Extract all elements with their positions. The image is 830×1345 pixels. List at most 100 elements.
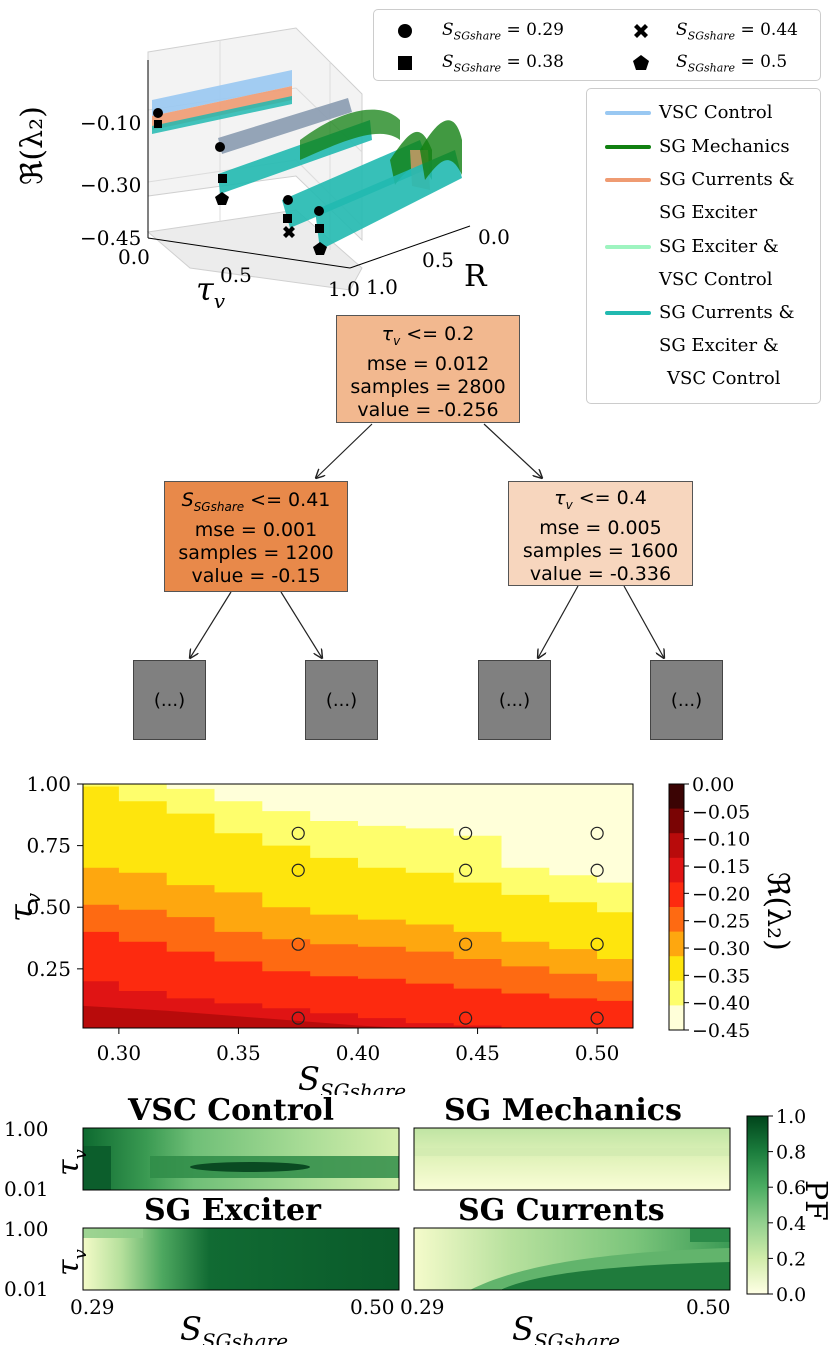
pf-title-cur: SG Currents [458,1193,665,1228]
contour-ytick-1: 0.75 [26,834,71,858]
tree-ellipsis-2: (...) [478,660,551,740]
ribbon-s038 [215,98,400,205]
left-line-3: value = -0.15 [191,564,321,587]
y-tick-0: 0.0 [478,225,510,249]
contour-marker-2 [291,937,305,951]
marker-s050-3 [313,242,327,255]
pf-colorbar-ticks: 1.0 0.8 0.6 0.4 0.2 0.0 [768,1106,806,1306]
circle-marker-icon [398,24,412,38]
pf-cb-tick-4: 0.2 [776,1248,806,1270]
pf-xtick-l-1: 0.50 [350,1295,395,1319]
edge-left-1 [190,591,232,658]
colorbar-seg-2 [669,833,684,859]
pf-panel-vsc [82,1127,400,1191]
pf-exc-bg [83,1228,399,1290]
pf-xtick-r-0: 0.29 [400,1295,445,1319]
legend-item-3: SSGshare = 0.5 [676,52,788,75]
contour-marker-4 [459,826,473,840]
y-axis-line [349,225,471,269]
marker-s038-2 [215,142,225,152]
colorbar-tick-1: −0.05 [692,801,750,823]
edge-left-2 [280,591,322,658]
colorbar-seg-9 [669,1005,684,1031]
colorbar-tick-2: −0.10 [692,829,750,851]
contour-marker-8 [590,826,604,840]
colorbar-tick-8: −0.40 [692,993,750,1015]
pf-colorbar [746,1115,769,1295]
legend-line-vsc-control [605,111,651,115]
square-marker-icon [398,56,412,70]
colorbar-tick-5: −0.25 [692,911,750,933]
legend-line-sg-currents-exciter-vsc [605,311,651,315]
pf-cb-tick-2: 0.6 [776,1177,806,1199]
contour-marker-7 [459,1011,473,1025]
marker-s044-3 [283,226,295,238]
pf-ylabel-2: τv [51,1249,91,1276]
colorbar-seg-0 [669,784,684,810]
x-axis-label: τv [196,270,226,313]
x-tick-0: 0.0 [118,245,150,269]
tree-ellipsis-1: (...) [305,660,378,740]
contour-ytick-3: 0.25 [26,957,71,981]
pf-cb-tick-1: 0.8 [776,1142,806,1164]
pf-ytick-bot-1: 0.01 [4,1177,49,1201]
ribbon-s050 [313,120,462,255]
marker-s038-1 [154,120,162,128]
legend-item-2: SSGshare = 0.38 [442,52,564,75]
legend-label-scev-2: SG Exciter & [659,335,779,356]
right-line-2: samples = 1600 [522,539,679,562]
root-line-1: mse = 0.012 [366,352,490,375]
ribbon-s038-mech [300,109,400,160]
pf-cur-mid-wedge [470,1248,730,1290]
colorbar-tick-3: −0.15 [692,856,750,878]
colorbar-seg-1 [669,808,684,834]
ribbon-s050-mech [420,120,462,180]
pf-ylabel-1: τv [51,1149,91,1176]
pf-panels: VSC Control SG Mechanics SG Exciter SG C… [4,1093,830,1345]
left-line-0: SSGshare <= 0.41 [181,489,331,514]
pf-mech-band [414,1148,730,1156]
y-tick-2: 1.0 [366,275,398,299]
contour-marker-5 [459,863,473,877]
x-tick-2: 1.0 [328,277,360,301]
pf-panel-cur [413,1227,731,1291]
edge-right-2 [623,585,664,658]
right-line-3: value = -0.336 [529,562,672,585]
colorbar-frame [668,783,685,1031]
contour-xtick-4: 0.50 [575,1041,620,1065]
tree-ellipsis-3: (...) [650,660,723,740]
right-line-1: mse = 0.005 [539,516,662,539]
colorbar-tick-9: −0.45 [692,1020,750,1042]
legend-line-sg-mechanics [605,145,651,149]
contour-xtick-3: 0.45 [455,1041,500,1065]
colorbar-label: ℜ(λ₂) [760,872,795,951]
marker-s038-4 [215,192,229,205]
marker-s044-1 [283,195,293,205]
contour-marker-6 [459,937,473,951]
pf-cb-tick-0: 1.0 [776,1106,806,1128]
pf-vsc-dark-left [83,1146,111,1190]
tree-ellipsis-0: (...) [133,660,206,740]
z-axis-label: ℜ(λ₂) [15,106,50,185]
left-line-2: samples = 1200 [178,541,334,564]
mode-legend: VSC Control SG Mechanics SG Currents & S… [586,88,821,404]
pf-colorbar-label: PF [798,1180,830,1221]
contour-marker-1 [291,863,305,877]
pf-xtick-l-0: 0.29 [70,1295,115,1319]
contour-xtick-0: 0.30 [97,1041,142,1065]
contour-band-dark [83,1005,406,1028]
contour-plot: 0.30 0.35 0.40 0.45 0.50 1.00 0.75 0.50 0.25 SSGs… [2,772,795,1095]
legend-label-sg-currents-exciter-1: SG Currents & [659,169,795,190]
colorbar-seg-8 [669,980,684,1006]
marker-s038-3 [218,174,227,183]
legend-item-1: SSGshare = 0.44 [676,20,798,43]
pf-cur-top-right [690,1228,730,1242]
pf-cb-tick-3: 0.4 [776,1213,806,1235]
right-line-0: τv <= 0.4 [554,487,647,512]
marker-s050-2 [315,224,324,233]
colorbar-seg-4 [669,882,684,908]
colorbar-tick-0: 0.00 [692,774,734,796]
legend-line-sg-exciter-vsc [605,245,651,249]
colorbar-seg-6 [669,931,684,957]
contour-xtick-2: 0.40 [336,1041,381,1065]
